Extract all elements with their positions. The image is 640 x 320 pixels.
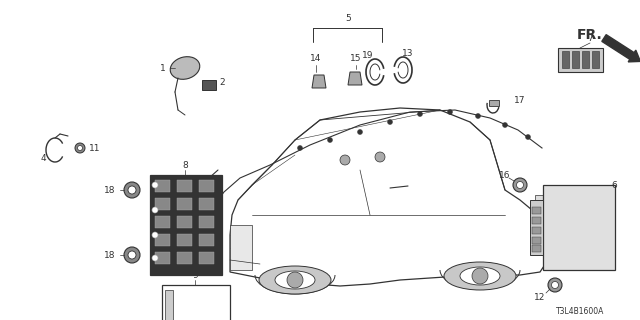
- Text: 15: 15: [350, 53, 362, 62]
- Bar: [230, 225, 252, 270]
- Bar: [532, 245, 541, 252]
- Text: 18: 18: [104, 251, 116, 260]
- Text: 5: 5: [345, 13, 351, 22]
- Text: 1: 1: [160, 63, 166, 73]
- Circle shape: [124, 182, 140, 198]
- Polygon shape: [230, 108, 548, 286]
- Bar: [177, 234, 192, 246]
- Circle shape: [152, 207, 158, 213]
- Circle shape: [548, 278, 562, 292]
- Bar: [155, 198, 170, 210]
- Bar: [582, 51, 589, 68]
- Bar: [177, 180, 192, 192]
- Circle shape: [476, 114, 481, 118]
- Ellipse shape: [170, 57, 200, 79]
- Bar: [177, 216, 192, 228]
- Circle shape: [417, 111, 422, 116]
- Bar: [592, 51, 599, 68]
- Polygon shape: [348, 72, 362, 85]
- Text: 13: 13: [403, 49, 413, 58]
- Text: 10: 10: [175, 191, 187, 201]
- Text: FR.: FR.: [577, 28, 603, 42]
- Bar: [558, 48, 603, 72]
- Ellipse shape: [275, 271, 315, 289]
- Text: 2: 2: [219, 77, 225, 86]
- Text: T3L4B1600A: T3L4B1600A: [556, 308, 604, 316]
- Circle shape: [128, 186, 136, 194]
- Bar: [165, 290, 173, 320]
- Circle shape: [193, 189, 198, 195]
- Bar: [155, 234, 170, 246]
- Ellipse shape: [460, 267, 500, 285]
- Bar: [489, 100, 499, 106]
- Bar: [155, 180, 170, 192]
- Bar: [199, 234, 214, 246]
- Text: 14: 14: [310, 53, 322, 62]
- Circle shape: [287, 272, 303, 288]
- Bar: [199, 252, 214, 264]
- Bar: [535, 195, 547, 230]
- Circle shape: [472, 268, 488, 284]
- Circle shape: [152, 255, 158, 261]
- Circle shape: [128, 251, 136, 259]
- Bar: [200, 195, 218, 213]
- Polygon shape: [312, 75, 326, 88]
- Bar: [199, 198, 214, 210]
- Bar: [532, 237, 541, 244]
- Text: 9: 9: [192, 270, 198, 279]
- Text: 16: 16: [499, 171, 511, 180]
- Bar: [530, 200, 543, 255]
- Text: 12: 12: [534, 293, 546, 302]
- Circle shape: [77, 146, 83, 150]
- Text: 7: 7: [587, 34, 593, 43]
- Text: 11: 11: [89, 143, 100, 153]
- Text: 8: 8: [182, 161, 188, 170]
- Circle shape: [298, 146, 303, 150]
- Circle shape: [124, 247, 140, 263]
- Text: 17: 17: [515, 95, 525, 105]
- Bar: [532, 217, 541, 224]
- Circle shape: [152, 232, 158, 238]
- Ellipse shape: [259, 266, 331, 294]
- Circle shape: [502, 123, 508, 127]
- Bar: [155, 252, 170, 264]
- Bar: [532, 207, 541, 214]
- Circle shape: [516, 181, 524, 188]
- Circle shape: [387, 119, 392, 124]
- Text: 4: 4: [40, 154, 46, 163]
- Text: 19: 19: [362, 51, 374, 60]
- Bar: [562, 51, 569, 68]
- Bar: [202, 80, 216, 90]
- Bar: [177, 198, 192, 210]
- Circle shape: [513, 178, 527, 192]
- Circle shape: [447, 109, 452, 115]
- Circle shape: [190, 187, 200, 197]
- Bar: [199, 180, 214, 192]
- Bar: [150, 175, 222, 275]
- Bar: [162, 285, 230, 320]
- Circle shape: [75, 143, 85, 153]
- Circle shape: [358, 130, 362, 134]
- Circle shape: [340, 155, 350, 165]
- Text: 3: 3: [178, 207, 184, 217]
- Bar: [155, 216, 170, 228]
- Bar: [572, 51, 579, 68]
- Circle shape: [525, 134, 531, 140]
- Text: 18: 18: [104, 186, 116, 195]
- Bar: [532, 227, 541, 234]
- Bar: [543, 185, 615, 270]
- Ellipse shape: [444, 262, 516, 290]
- Bar: [199, 216, 214, 228]
- Circle shape: [152, 182, 158, 188]
- Circle shape: [375, 152, 385, 162]
- Text: 6: 6: [611, 180, 617, 189]
- FancyArrow shape: [602, 35, 640, 62]
- Circle shape: [552, 282, 559, 289]
- Bar: [177, 252, 192, 264]
- Circle shape: [328, 138, 333, 142]
